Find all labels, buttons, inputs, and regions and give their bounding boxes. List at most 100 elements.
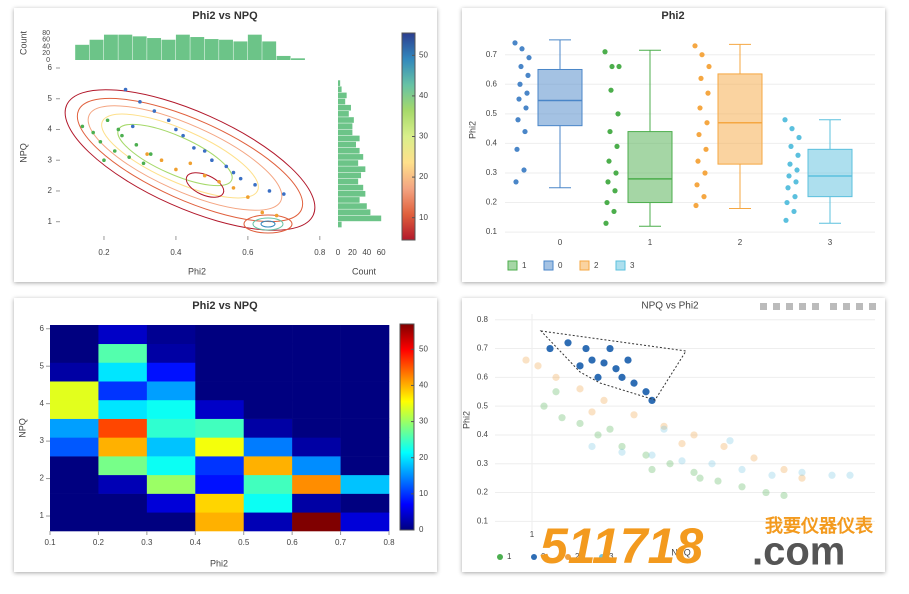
box [537, 68, 583, 127]
heatmap-cell [292, 325, 341, 345]
panel [462, 8, 885, 282]
box [627, 131, 673, 204]
heatmap-cell [340, 418, 390, 438]
point [134, 143, 139, 147]
modebar-button[interactable] [830, 303, 837, 310]
modebar-button[interactable] [799, 303, 806, 310]
point [588, 442, 596, 451]
y-tick-label: 3 [40, 436, 45, 445]
point [611, 208, 617, 215]
colorbar-tick-label: 30 [419, 132, 428, 141]
colorbar-tick-label: 50 [419, 50, 428, 59]
heatmap-cell [195, 325, 245, 345]
heatmap-cell [243, 325, 293, 345]
heatmap-cell [195, 512, 245, 532]
legend-swatch [579, 260, 590, 271]
heatmap-cell [292, 343, 341, 363]
point [614, 143, 620, 149]
histogram-bar [338, 221, 342, 228]
modebar-button[interactable] [812, 303, 819, 310]
point [514, 146, 520, 152]
y-tick-label: 5 [40, 361, 45, 370]
point [600, 359, 608, 367]
point [768, 471, 776, 479]
point [785, 185, 791, 191]
point [699, 52, 705, 58]
point [576, 362, 584, 370]
heatmap-cell [243, 343, 293, 363]
y-tick-label: 4 [48, 125, 53, 134]
heatmap-cell [195, 381, 245, 401]
chart-title: Phi2 [661, 10, 684, 22]
heatmap-cell [243, 381, 293, 401]
y-axis-label: Phi2 [467, 121, 477, 139]
point [615, 111, 621, 117]
point [603, 220, 609, 226]
heatmap-cell [195, 456, 245, 476]
y-tick-label: 40 [42, 43, 50, 50]
point [525, 72, 531, 78]
x-tick-label: 2 [738, 238, 743, 247]
contours [64, 89, 316, 234]
y-tick-label: 6 [40, 324, 45, 333]
heatmap-cell [195, 362, 245, 382]
x-tick-label: 0.7 [335, 538, 347, 547]
heatmap-cell [340, 493, 390, 513]
heatmap-cell [98, 437, 148, 457]
point [607, 128, 613, 135]
heatmap-cell [50, 456, 99, 476]
histogram-bar [338, 104, 351, 111]
point [698, 75, 704, 81]
point [576, 419, 584, 428]
legend-label: 3 [609, 552, 614, 561]
modebar-button[interactable] [760, 303, 767, 310]
heatmap-cell [195, 418, 245, 438]
modebar-button[interactable] [869, 303, 876, 310]
point [828, 471, 836, 479]
histogram-bar [338, 86, 342, 93]
y-tick-label: 0.8 [477, 315, 489, 324]
heatmap-cell [146, 381, 196, 401]
lasso [539, 330, 687, 401]
y-tick-label: 0.6 [477, 372, 489, 381]
point [524, 90, 530, 96]
histogram-bar [75, 44, 90, 60]
point [612, 365, 620, 373]
heatmap-cell [340, 437, 390, 457]
point [181, 133, 185, 138]
y-tick-label: 2 [40, 474, 45, 483]
histogram-bar [190, 37, 205, 60]
y-axis-label: NPQ [18, 143, 28, 163]
point [618, 448, 626, 456]
point [792, 194, 798, 200]
histogram-bar [338, 160, 359, 166]
heatmap-cell [292, 418, 341, 438]
heatmap-cell [98, 512, 148, 532]
point [519, 46, 525, 52]
modebar-button[interactable] [856, 303, 863, 310]
point [701, 194, 707, 200]
modebar-button[interactable] [843, 303, 850, 310]
point [552, 373, 560, 381]
histogram-bar [338, 123, 353, 129]
point [260, 210, 265, 215]
heatmap-cell [340, 474, 390, 494]
point [794, 167, 800, 173]
histogram-bar [338, 141, 356, 148]
histogram-bar [338, 203, 367, 209]
histogram-bar [338, 209, 371, 216]
point [127, 155, 131, 159]
point [786, 173, 792, 179]
histogram-bar [338, 129, 353, 136]
modebar-button[interactable] [786, 303, 793, 310]
point [608, 87, 614, 93]
point [780, 465, 788, 474]
point [606, 158, 612, 164]
point [618, 442, 626, 451]
colorbar-tick-label: 0 [419, 525, 424, 534]
x-tick-label: 3 [828, 238, 833, 247]
point [231, 186, 236, 190]
point [513, 179, 519, 185]
modebar-button[interactable] [773, 303, 780, 310]
chart-title: Phi2 vs NPQ [192, 300, 258, 312]
